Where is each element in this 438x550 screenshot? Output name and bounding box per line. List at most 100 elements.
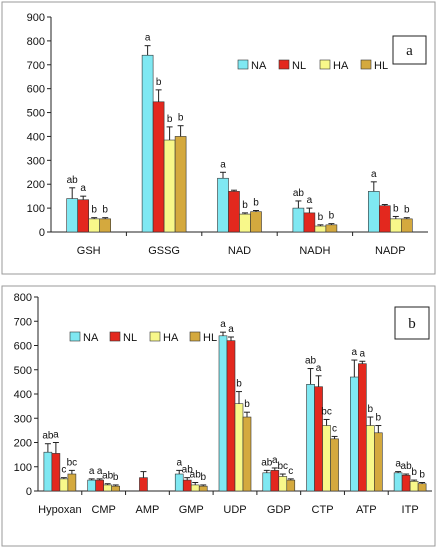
y-tick-label: 300 (14, 413, 32, 425)
bar-ha (239, 213, 251, 233)
significance-label: ab (305, 356, 317, 367)
legend-swatch-na (237, 59, 249, 70)
y-tick-label: 500 (27, 108, 45, 120)
legend-label: HA (163, 332, 179, 344)
bar-hl (286, 479, 296, 492)
significance-label: a (53, 430, 59, 441)
bar-na (262, 472, 272, 492)
bar-hl (325, 224, 338, 233)
significance-label: ab (261, 457, 273, 468)
panel-tag-box (394, 306, 430, 340)
significance-label: a (145, 33, 151, 44)
significance-label: ab (102, 471, 114, 482)
significance-label: b (368, 404, 374, 415)
x-tick-label: AMP (136, 504, 160, 516)
bar-hl (67, 473, 77, 492)
bar-na (292, 207, 305, 233)
significance-label: a (220, 319, 226, 330)
bar-ha (190, 484, 200, 492)
y-tick-label: 500 (14, 365, 32, 377)
bar-na (218, 335, 228, 492)
bar-na (367, 191, 380, 233)
y-tick-label: 300 (27, 155, 45, 167)
bar-hl (174, 136, 187, 233)
significance-label: b (91, 205, 97, 216)
significance-label: b (242, 200, 248, 211)
significance-label: a (371, 169, 377, 180)
significance-label: ab (293, 188, 305, 199)
bar-nl (228, 191, 240, 233)
bar-hl (250, 211, 262, 233)
bar-hl (400, 218, 413, 233)
bar-hl (111, 485, 120, 492)
legend: NA NL HA HL (69, 331, 217, 344)
y-tick-label: 700 (27, 60, 45, 72)
bar-nl (378, 205, 391, 233)
legend-label: NL (123, 332, 137, 344)
legend-label: HL (374, 60, 388, 72)
x-tick-label: CMP (91, 504, 115, 516)
bar-hl (330, 438, 339, 492)
significance-label: a (80, 183, 86, 194)
significance-label: ab (182, 465, 194, 476)
bar-ha (278, 476, 288, 492)
bar-nl (182, 479, 192, 492)
x-tick-label: UDP (223, 504, 246, 516)
x-tick-label: NADH (299, 245, 330, 257)
significance-label: a (316, 363, 322, 374)
bar-ha (389, 218, 402, 233)
y-tick-label: 100 (14, 462, 32, 474)
bar-nl (51, 453, 61, 492)
bar-ha (234, 403, 244, 492)
bar-na (350, 376, 359, 492)
bar-na (306, 383, 315, 492)
panel-tag: a (406, 43, 413, 59)
y-tick-label: 600 (27, 84, 45, 96)
bar-na (43, 451, 53, 492)
significance-label: ab (42, 431, 54, 442)
bar-hl (198, 485, 208, 492)
significance-label: a (360, 348, 366, 359)
y-tick-label: 100 (27, 203, 45, 215)
significance-label: bc (321, 406, 332, 417)
y-tick-label: 400 (14, 389, 32, 401)
significance-label: b (200, 472, 206, 483)
bar-hl (99, 218, 111, 233)
bar-na (87, 479, 96, 492)
bar-nl (270, 470, 280, 492)
bar-nl (152, 101, 165, 233)
significance-label: b (113, 472, 119, 483)
bar-ha (103, 484, 112, 492)
bar-na (141, 54, 154, 233)
significance-label: b (102, 205, 108, 216)
significance-label: a (395, 459, 401, 470)
bar-na (217, 177, 229, 233)
significance-label: a (352, 347, 358, 358)
legend-swatch-na (69, 331, 81, 342)
x-tick-label: Hypoxan (38, 504, 81, 516)
y-tick-label: 900 (27, 12, 45, 24)
x-tick-label: NADP (375, 245, 406, 257)
bar-nl (303, 212, 316, 233)
bar-nl (401, 474, 411, 492)
x-tick-label: GDP (267, 504, 291, 516)
x-tick-label: CTP (312, 504, 334, 516)
legend-swatch-nl (278, 59, 290, 70)
bar-nl (77, 199, 89, 233)
legend-label: NA (83, 332, 99, 344)
bar-na (174, 473, 184, 492)
significance-label: a (307, 195, 313, 206)
bar-nl (358, 363, 367, 492)
significance-label: a (89, 466, 95, 477)
bar-na (66, 198, 78, 233)
y-tick-label: 700 (14, 316, 32, 328)
bar-nl (139, 477, 148, 492)
y-tick-label: 0 (39, 227, 45, 239)
significance-label: b (411, 467, 417, 478)
bar-ha (88, 218, 100, 233)
bar-ha (322, 425, 331, 492)
significance-label: ab (67, 175, 79, 186)
significance-label: b (178, 113, 184, 124)
